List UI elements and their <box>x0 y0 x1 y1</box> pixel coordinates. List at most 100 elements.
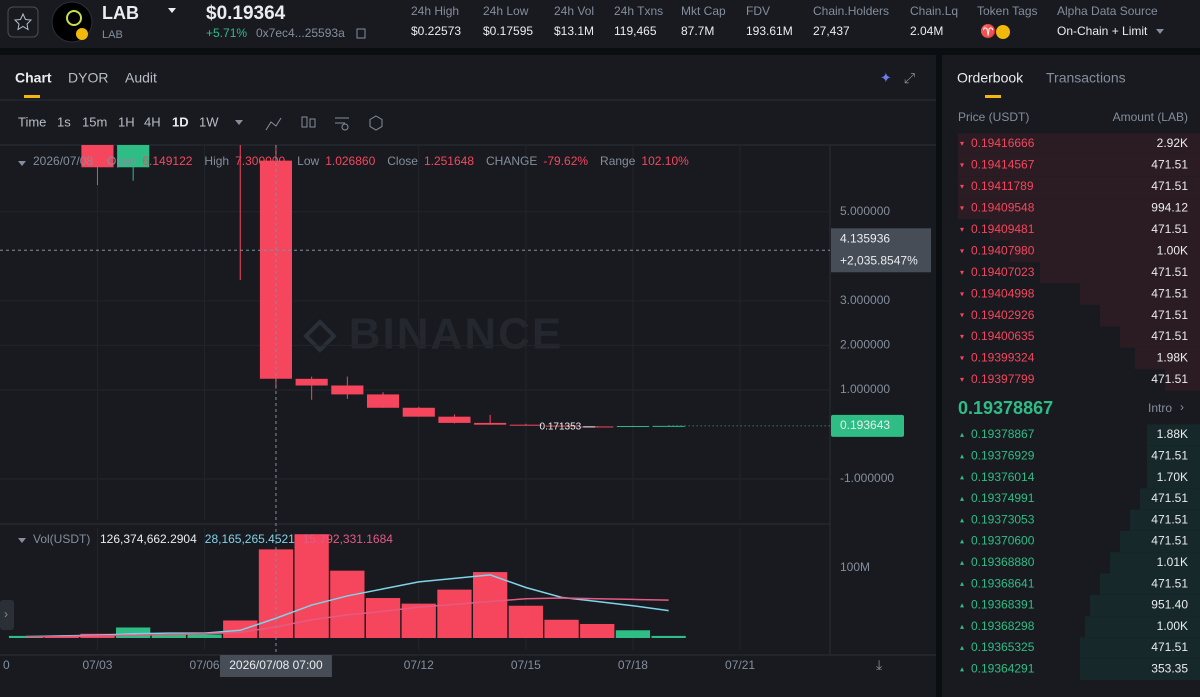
transactions-tab[interactable]: Transactions <box>1046 70 1126 86</box>
volume-bar <box>223 620 258 638</box>
stat-label: 24h Txns <box>614 4 663 18</box>
symbol: LAB <box>102 3 139 23</box>
ask-price: 0.19402926 <box>971 308 1035 322</box>
candle-body <box>295 378 328 386</box>
volume-bar <box>401 603 436 638</box>
vol-legend-value: 126,374,662.2904 <box>100 532 197 546</box>
chart-tab[interactable]: Chart <box>15 70 52 86</box>
watermark-logo <box>303 319 337 353</box>
legend-value: 1.026860 <box>325 154 375 168</box>
copy-icon[interactable] <box>356 28 366 39</box>
interval[interactable]: 1H <box>118 114 135 129</box>
ma-line <box>26 597 669 638</box>
indicator-icon[interactable] <box>265 117 282 131</box>
volume-bar <box>365 598 401 638</box>
favorite-button[interactable] <box>7 6 39 38</box>
ask-amount: 471.51 <box>1151 372 1188 386</box>
interval[interactable]: 15m <box>82 114 107 129</box>
ask-price: 0.19407023 <box>971 265 1035 279</box>
candle-body <box>509 424 542 426</box>
interval[interactable]: 1D <box>172 114 189 129</box>
legend-name: CHANGE <box>486 154 537 168</box>
price-change: +5.71% <box>206 26 247 40</box>
hex-icon[interactable] <box>369 115 383 131</box>
intro-link[interactable]: Intro <box>1148 401 1172 415</box>
bid-price: 0.19370600 <box>971 534 1035 548</box>
vol-legend-toggle[interactable] <box>18 538 26 543</box>
last-price: 0.193643 <box>840 418 890 432</box>
fullscreen-icon[interactable]: ⤢ <box>904 70 915 86</box>
interval-caret[interactable] <box>235 120 243 125</box>
interval[interactable]: Time <box>18 114 46 129</box>
chart-tab[interactable]: Audit <box>125 70 157 86</box>
ask-marker: ▾ <box>960 203 964 212</box>
bid-depth <box>1080 637 1200 659</box>
x-tick-label: 07/21 <box>725 658 755 672</box>
last-price-box <box>831 414 904 437</box>
token-tags-label: Token Tags <box>977 4 1038 18</box>
bid-depth <box>1085 616 1200 638</box>
bid-depth <box>1080 658 1200 680</box>
ask-depth <box>958 176 1200 198</box>
star-icon <box>13 12 33 31</box>
ask-amount: 471.51 <box>1151 265 1188 279</box>
low-marker: 0.171353 <box>540 421 582 432</box>
stat-value: 119,465 <box>614 24 657 38</box>
ask-depth <box>1165 369 1200 391</box>
price: $0.19364 <box>206 3 286 24</box>
bid-depth <box>1147 424 1200 446</box>
mid-price: 0.19378867 <box>958 398 1053 418</box>
bid-marker: ▴ <box>960 622 964 631</box>
scale-icon[interactable]: ⤓ <box>876 657 882 673</box>
symbol-caret[interactable] <box>168 8 176 13</box>
y-tick-label: 1.000000 <box>840 382 890 396</box>
ask-depth <box>1120 326 1200 348</box>
candle-body <box>331 385 364 395</box>
tag-icon: ♈ <box>980 23 996 38</box>
ask-marker: ▾ <box>960 332 964 341</box>
stat-label: Chain.Holders <box>813 4 889 18</box>
vol-tick-label: 100M <box>840 560 870 574</box>
bid-price: 0.19374991 <box>971 491 1035 505</box>
crosshair-change: +2,035.8547% <box>840 253 918 267</box>
stat-label: Chain.Lq <box>910 4 958 18</box>
bid-marker: ▴ <box>960 558 964 567</box>
interval[interactable]: 1W <box>199 114 219 129</box>
candle-icon[interactable] <box>309 118 316 128</box>
legend-toggle[interactable] <box>18 161 26 166</box>
legend-name: Close <box>387 154 418 168</box>
interval[interactable]: 4H <box>144 114 161 129</box>
ask-depth <box>1100 304 1200 327</box>
data-source-label: Alpha Data Source <box>1057 4 1158 18</box>
chart-tab[interactable]: DYOR <box>68 70 108 86</box>
interval[interactable]: 1s <box>57 114 71 129</box>
x-tick-label: 07/06 <box>190 658 220 672</box>
ask-marker: ▾ <box>960 289 964 298</box>
ai-icon[interactable]: ✦ <box>880 70 892 86</box>
volume-pane <box>8 528 741 650</box>
volume-bar <box>580 623 615 638</box>
legend-value: -79.62% <box>543 154 588 168</box>
volume-bar <box>437 589 472 638</box>
candle-icon[interactable] <box>301 116 308 128</box>
candle-body <box>545 425 578 427</box>
ask-depth <box>990 219 1200 241</box>
volume-bar <box>116 627 151 638</box>
data-source[interactable]: On-Chain + Limit <box>1057 24 1148 38</box>
tag-badge <box>996 25 1010 39</box>
settings-icon[interactable] <box>341 123 349 131</box>
orderbook-tab[interactable]: Orderbook <box>957 70 1024 86</box>
ask-marker: ▾ <box>960 182 964 191</box>
ask-marker: ▾ <box>960 354 964 363</box>
bid-depth <box>1130 509 1200 531</box>
ask-marker: ▾ <box>960 375 964 384</box>
bid-price: 0.19365325 <box>971 640 1035 654</box>
ask-depth <box>958 197 1200 220</box>
ask-amount: 471.51 <box>1151 308 1188 322</box>
bid-amount: 471.51 <box>1151 640 1188 654</box>
scroll-button[interactable] <box>0 600 14 630</box>
bid-depth <box>1140 488 1200 510</box>
candle-body <box>259 160 293 379</box>
bid-marker: ▴ <box>960 537 964 546</box>
ask-amount: 994.12 <box>1151 201 1188 215</box>
